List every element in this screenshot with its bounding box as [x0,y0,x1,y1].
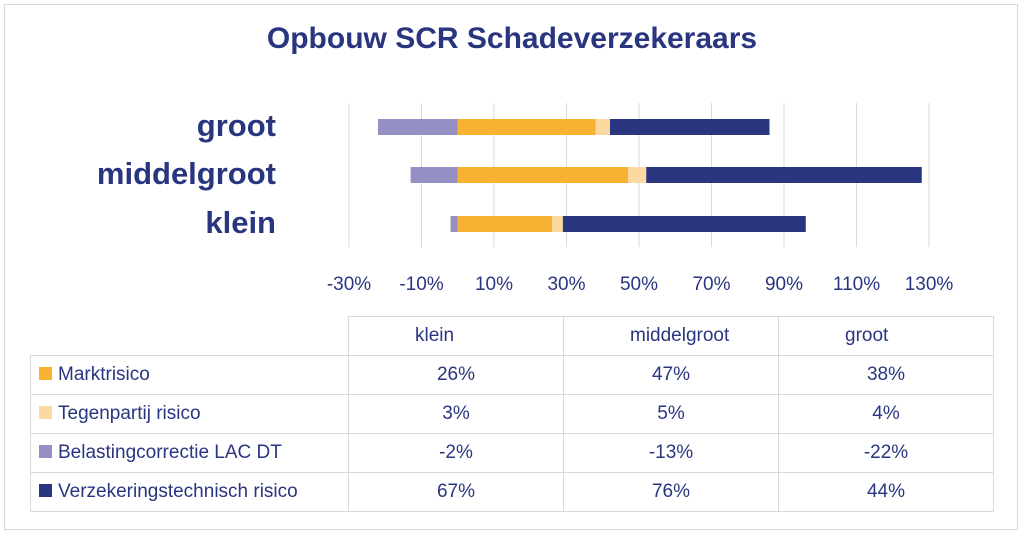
series-name: Verzekeringstechnisch risico [58,481,298,502]
column-header-middelgroot: middelgroot [563,316,779,356]
table-cell: 47% [563,355,779,395]
legend-swatch [39,406,52,419]
series-label-marktrisico: Marktrisico [30,355,349,395]
table-cell: 76% [563,472,779,512]
table-cell: 67% [348,472,564,512]
category-label-middelgroot: middelgroot [96,156,276,191]
bar-groot-tegenpartij-risico [595,119,610,135]
bar-klein-tegenpartij-risico [552,216,563,232]
x-tick-label: 90% [765,274,803,295]
category-label-klein: klein [205,205,276,240]
bar-middelgroot-tegenpartij-risico [628,167,647,183]
table-cell: 3% [348,394,564,434]
category-label-groot: groot [196,108,276,143]
column-header-groot: groot [778,316,994,356]
bar-groot-verzekeringstechnisch-risico [610,119,770,135]
x-tick-label: -10% [399,274,443,295]
series-label-verzekeringstechnisch: Verzekeringstechnisch risico [30,472,349,512]
x-tick-label: 30% [547,274,585,295]
data-table: klein middelgroot groot Marktrisico 26% … [30,316,994,512]
table-row: Tegenpartij risico 3% 5% 4% [30,394,994,434]
table-row: Verzekeringstechnisch risico 67% 76% 44% [30,472,994,512]
legend-swatch [39,445,52,458]
series-name: Marktrisico [58,364,150,385]
series-name: Belastingcorrectie LAC DT [58,442,282,463]
bar-middelgroot-verzekeringstechnisch-risico [646,167,922,183]
chart-title: Opbouw SCR Schadeverzekeraars [266,22,758,55]
bar-middelgroot-belastingcorrectie-lac-dt [410,167,458,183]
table-cell: -2% [348,433,564,473]
column-header-klein: klein [348,316,564,356]
table-row: Marktrisico 26% 47% 38% [30,355,994,395]
bars [378,119,922,232]
bar-middelgroot-marktrisico [457,167,629,183]
table-cell: 38% [778,355,994,395]
chart-frame [4,4,1018,530]
legend-swatch [39,484,52,497]
series-label-belastingcorrectie: Belastingcorrectie LAC DT [30,433,349,473]
bar-chart: -30% -10% 10% 30% 50% 70% 90% 110% 130% [327,103,954,295]
x-tick-label: 130% [905,274,954,295]
bar-groot-marktrisico [457,119,596,135]
series-name: Tegenpartij risico [58,403,201,424]
bar-klein-verzekeringstechnisch-risico [562,216,806,232]
bar-klein-marktrisico [457,216,552,232]
x-tick-label: 10% [475,274,513,295]
table-corner [30,316,349,356]
x-tick-label: 70% [692,274,730,295]
legend-swatch [39,367,52,380]
table-cell: 4% [778,394,994,434]
table-cell: -13% [563,433,779,473]
bar-groot-belastingcorrectie-lac-dt [378,119,458,135]
x-tick-label: 50% [620,274,658,295]
x-tick-label: -30% [327,274,371,295]
x-axis-ticks: -30% -10% 10% 30% 50% 70% 90% 110% 130% [327,274,954,295]
table-header-row: klein middelgroot groot [30,316,994,356]
x-tick-label: 110% [833,274,880,295]
table-cell: 44% [778,472,994,512]
table-cell: 5% [563,394,779,434]
table-row: Belastingcorrectie LAC DT -2% -13% -22% [30,433,994,473]
table-cell: -22% [778,433,994,473]
bar-klein-belastingcorrectie-lac-dt [450,216,458,232]
table-cell: 26% [348,355,564,395]
series-label-tegenpartij: Tegenpartij risico [30,394,349,434]
